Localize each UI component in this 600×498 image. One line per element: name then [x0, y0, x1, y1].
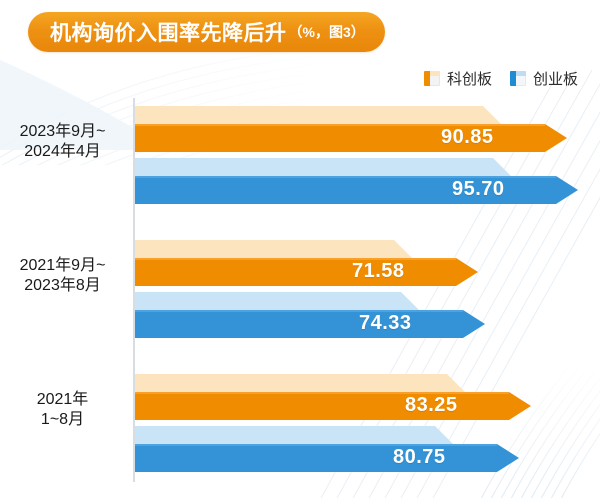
bar-group-3-series-kechuangban[interactable]: 83.25: [135, 374, 531, 420]
category-axis-line: [133, 98, 135, 482]
bar-value-label: 71.58: [352, 260, 405, 282]
category-label-line: 2024年4月: [24, 143, 101, 160]
category-label-line: 2023年8月: [24, 277, 101, 294]
legend-square-icon: [423, 71, 440, 86]
bar-value-label: 95.70: [452, 178, 505, 200]
bar-shape-icon: [135, 106, 567, 152]
bar-group-1-series-chuangyeban[interactable]: 95.70: [135, 158, 578, 204]
category-label-line: 1~8月: [40, 411, 85, 428]
category-label-group-1: 2023年9月~ 2024年4月: [0, 122, 125, 162]
bar-group-1-series-kechuangban[interactable]: 90.85: [135, 106, 567, 152]
category-label-group-3: 2021年 1~8月: [0, 390, 125, 430]
chart-title-pill: 机构询价入围率先降后升 （%，图3）: [28, 12, 385, 52]
legend-label: 科创板: [446, 71, 492, 88]
bar-shape-icon: [135, 240, 478, 286]
bar-shape-icon: [135, 158, 578, 204]
legend-item-chuangyeban[interactable]: 创业板: [509, 68, 578, 89]
bar-value-label: 83.25: [405, 394, 458, 416]
page-title: 机构询价入围率先降后升: [50, 22, 287, 45]
legend-square-icon: [509, 71, 526, 86]
bar-value-label: 74.33: [359, 312, 412, 334]
category-label-line: 2021年: [36, 391, 89, 408]
bar-shape-icon: [135, 292, 485, 338]
category-label-line: 2021年9月~: [19, 257, 106, 274]
legend-label: 创业板: [532, 71, 578, 88]
bar-group-3-series-chuangyeban[interactable]: 80.75: [135, 426, 519, 472]
chart-legend: 科创板 创业板: [423, 68, 578, 89]
bar-value-label: 90.85: [441, 126, 494, 148]
bar-value-label: 80.75: [393, 446, 446, 468]
bar-group-2-series-kechuangban[interactable]: 71.58: [135, 240, 478, 286]
bar-group-2-series-chuangyeban[interactable]: 74.33: [135, 292, 485, 338]
bar-shape-icon: [135, 426, 519, 472]
legend-item-kechuangban[interactable]: 科创板: [423, 68, 492, 89]
chart-title-unit: （%，图3）: [288, 24, 365, 40]
category-label-group-2: 2021年9月~ 2023年8月: [0, 256, 125, 296]
bar-shape-icon: [135, 374, 531, 420]
plot-area: 2023年9月~ 2024年4月 90.85 95.70 2021年9月~ 20…: [0, 96, 600, 496]
category-label-line: 2023年9月~: [19, 123, 106, 140]
